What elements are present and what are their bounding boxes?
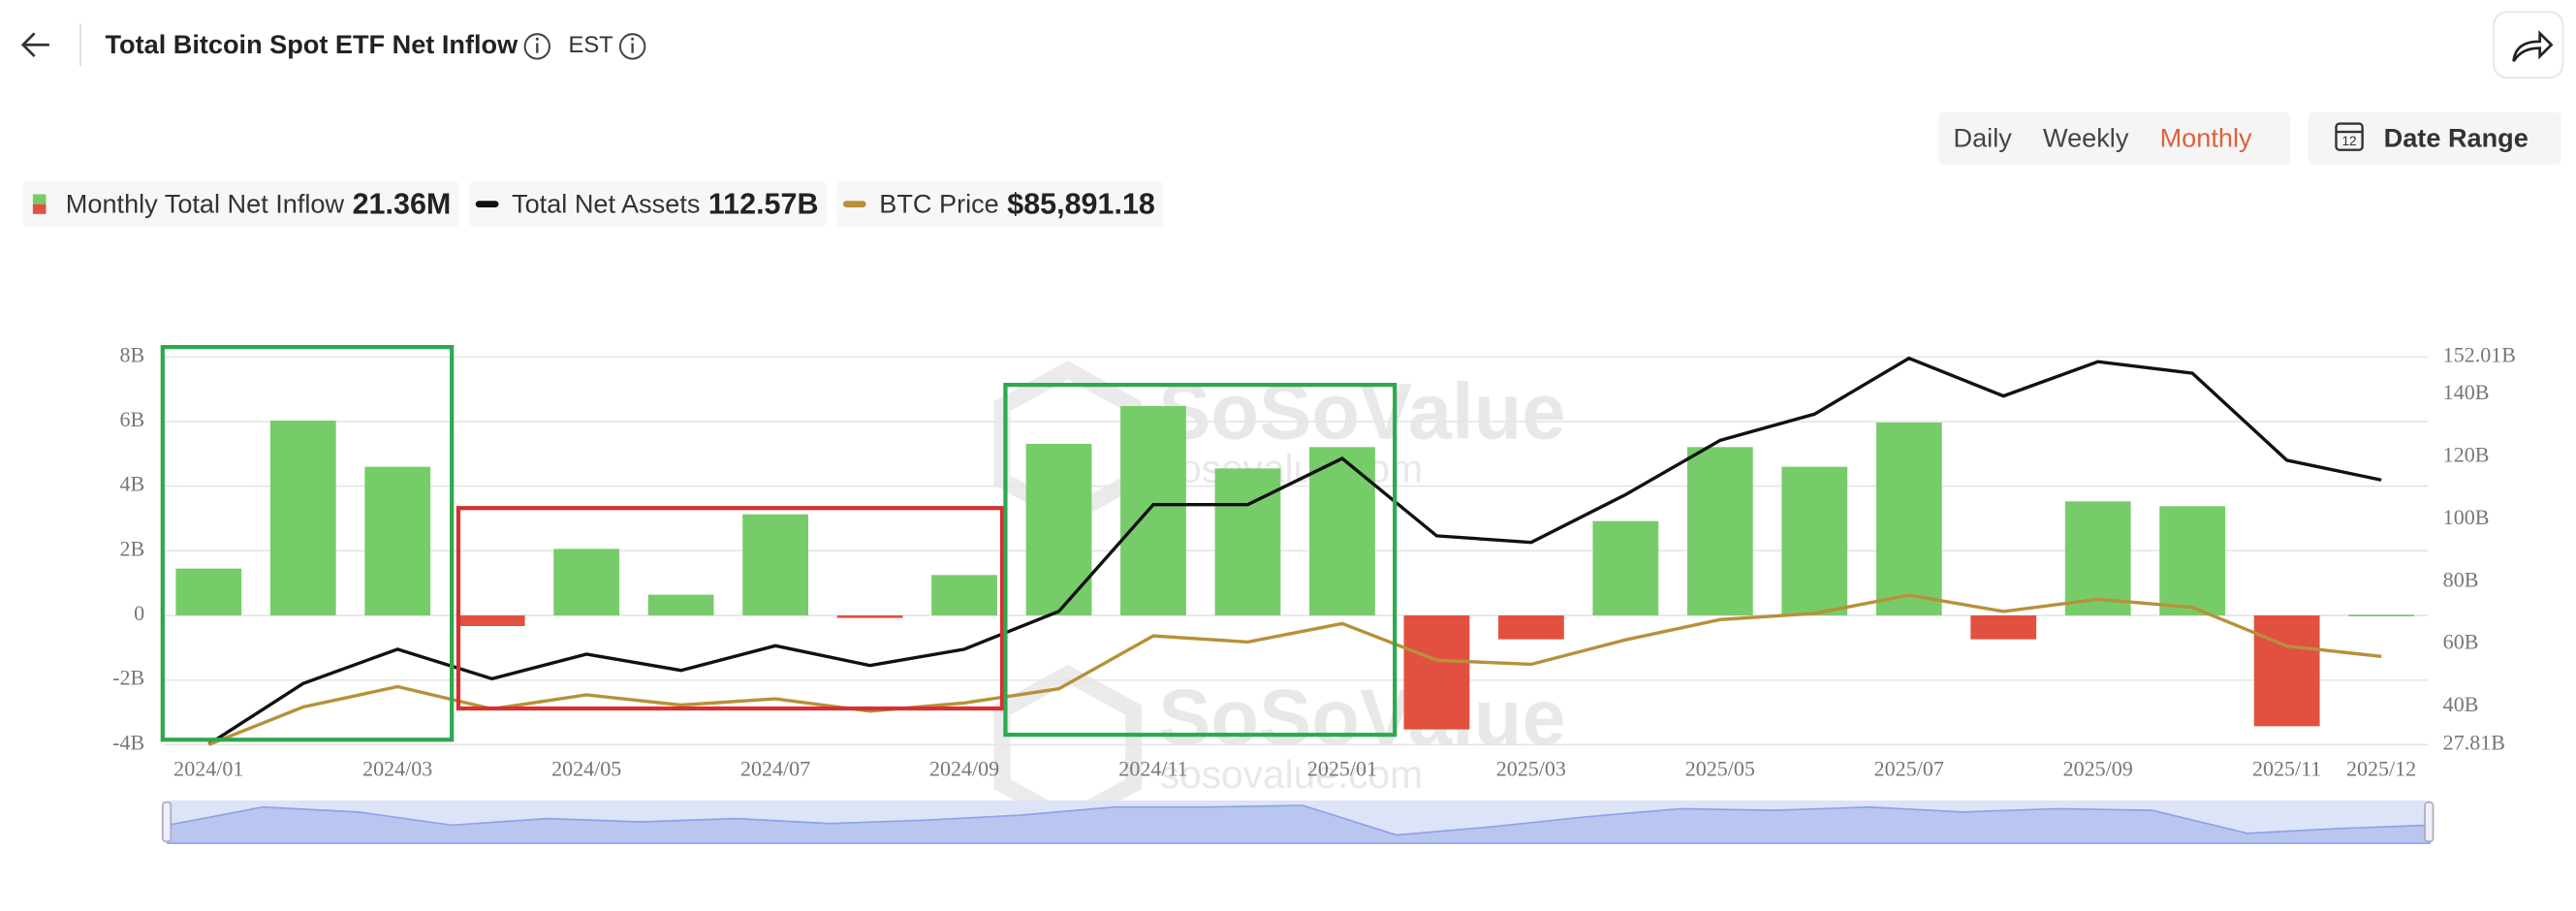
bar	[553, 549, 620, 615]
x-tick-label: 2024/05	[551, 757, 621, 781]
y-tick-label: 2B	[119, 536, 144, 560]
bar	[1025, 443, 1092, 615]
highlight-box	[1003, 382, 1398, 738]
y-tick-label: 0	[134, 601, 144, 625]
svg-text:12: 12	[2342, 134, 2357, 148]
bar	[175, 568, 242, 615]
x-tick-label: 2025/01	[1307, 757, 1377, 781]
y2-tick-label: 120B	[2443, 442, 2490, 466]
x-tick-label: 2024/01	[173, 757, 243, 781]
legend-label: Total Net Assets	[512, 188, 700, 218]
bar	[931, 575, 997, 615]
period-option[interactable]: Monthly	[2160, 123, 2252, 153]
y-tick-label: 4B	[119, 472, 144, 496]
legend-swatch	[842, 201, 866, 208]
line	[207, 356, 2382, 746]
page-title: Total Bitcoin Spot ETF Net Inflow	[105, 29, 518, 59]
legend-background	[836, 180, 1164, 228]
x-tick-label: 2024/09	[929, 757, 999, 781]
y2-tick-label: 100B	[2443, 505, 2490, 529]
watermark-url: sosovalue.com	[1160, 752, 1423, 797]
y2-tick-label: 27.81B	[2443, 730, 2505, 754]
legend-value: 21.36M	[353, 187, 452, 220]
period-switch	[1938, 111, 2291, 165]
y2-tick-label: 60B	[2443, 630, 2479, 654]
bar	[1970, 614, 2037, 640]
line	[207, 593, 2382, 746]
highlight-box	[160, 345, 455, 742]
navigator[interactable]	[161, 800, 2435, 844]
x-tick-label: 2025/11	[2252, 757, 2321, 781]
period-option[interactable]: Weekly	[2043, 123, 2129, 153]
legend-swatch	[32, 194, 47, 204]
y-tick-label: 8B	[119, 342, 144, 366]
legend-item[interactable]: BTC Price $85,891.18	[836, 180, 1164, 228]
x-tick-label: 2025/05	[1685, 757, 1755, 781]
x-tick-label: 2025/12	[2346, 757, 2416, 781]
x-tick-label: 2025/03	[1496, 757, 1566, 781]
y2-tick-label: 80B	[2443, 567, 2479, 591]
bar	[2348, 614, 2415, 616]
y-tick-label: -4B	[112, 730, 144, 754]
watermark-brand: SoSoValue	[1158, 367, 1566, 456]
bar	[269, 420, 336, 615]
y-tick-label: -2B	[112, 666, 144, 690]
back-button[interactable]	[20, 32, 49, 58]
y2-tick-label: 152.01B	[2443, 342, 2516, 366]
bar	[1875, 422, 1942, 615]
bar	[2253, 614, 2320, 727]
bar	[1120, 405, 1186, 615]
bar	[647, 594, 714, 615]
share-button[interactable]	[2493, 11, 2564, 79]
bar	[458, 614, 525, 626]
x-tick-label: 2024/11	[1118, 757, 1187, 781]
x-tick-label: 2024/03	[362, 757, 432, 781]
legend-value: 112.57B	[708, 187, 819, 220]
bar	[1403, 614, 1470, 730]
date-range-button[interactable]: 12 Date Range	[2308, 111, 2561, 165]
x-tick-label: 2025/07	[1874, 757, 1944, 781]
bar	[742, 514, 809, 615]
info-icon[interactable]	[523, 33, 551, 60]
legend-background	[468, 180, 828, 228]
bar	[1781, 466, 1848, 615]
bar	[1309, 447, 1375, 615]
y-tick-label: 6B	[119, 407, 144, 431]
bar	[2159, 506, 2226, 615]
bar	[1497, 614, 1564, 640]
watermark-brand: SoSoValue	[1158, 674, 1566, 762]
x-tick-label: 2025/09	[2063, 757, 2133, 781]
bar	[364, 466, 431, 615]
timezone: EST	[569, 33, 613, 58]
legend-label: BTC Price	[879, 188, 999, 218]
bar	[1214, 468, 1281, 615]
legend-item[interactable]: Total Net Assets 112.57B	[468, 180, 828, 228]
legend-item[interactable]: Monthly Total Net Inflow 21.36M	[22, 180, 459, 228]
info-icon[interactable]	[618, 33, 646, 60]
highlight-box	[456, 506, 1005, 711]
bar	[1686, 447, 1753, 615]
y2-tick-label: 140B	[2443, 380, 2490, 404]
legend-label: Monthly Total Net Inflow	[66, 188, 345, 218]
bar	[836, 614, 903, 618]
y2-tick-label: 40B	[2443, 692, 2479, 716]
bar	[1592, 520, 1659, 615]
legend-swatch	[475, 201, 499, 208]
date-range-label: Date Range	[2384, 123, 2529, 153]
legend-value: $85,891.18	[1007, 187, 1155, 220]
x-tick-label: 2024/07	[740, 757, 810, 781]
watermark: SoSoValue sosovalue.com SoSoValue sosova…	[993, 361, 1566, 830]
bar	[2064, 501, 2131, 615]
legend-background	[22, 180, 459, 228]
legend-swatch	[32, 204, 47, 214]
period-option[interactable]: Daily	[1954, 123, 2013, 153]
